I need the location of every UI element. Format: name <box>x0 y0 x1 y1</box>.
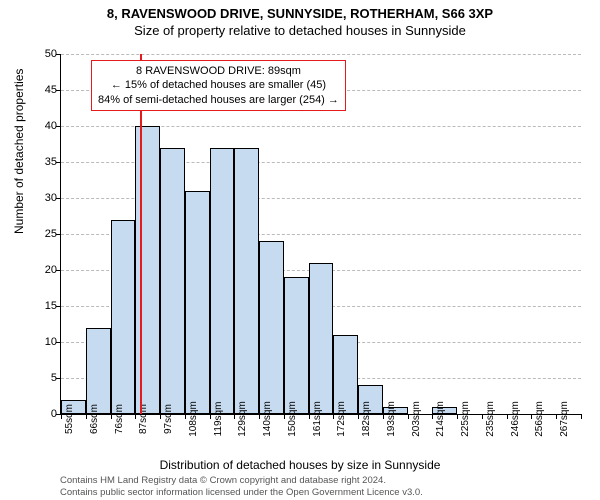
xtick-label: 150sqm <box>287 401 298 437</box>
histogram-bar <box>185 191 210 414</box>
xtick-mark <box>556 414 557 419</box>
info-box: 8 RAVENSWOOD DRIVE: 89sqm← 15% of detach… <box>91 60 346 111</box>
xtick-mark <box>185 414 186 419</box>
ytick-label: 50 <box>27 48 57 60</box>
xtick-mark <box>457 414 458 419</box>
y-axis-label: Number of detached properties <box>12 69 26 234</box>
xtick-label: 235sqm <box>485 401 496 437</box>
xtick-mark <box>531 414 532 419</box>
xtick-label: 129sqm <box>237 401 248 437</box>
gridline <box>61 54 581 55</box>
xtick-mark <box>383 414 384 419</box>
histogram-bar <box>86 328 111 414</box>
credit-line-1: Contains HM Land Registry data © Crown c… <box>60 475 423 486</box>
histogram-bar <box>284 277 309 414</box>
xtick-label: 214sqm <box>435 401 446 437</box>
xtick-label: 267sqm <box>559 401 570 437</box>
info-box-line: ← 15% of detached houses are smaller (45… <box>98 78 339 92</box>
chart-title-sub: Size of property relative to detached ho… <box>0 21 600 38</box>
xtick-mark <box>408 414 409 419</box>
xtick-label: 182sqm <box>361 401 372 437</box>
credits: Contains HM Land Registry data © Crown c… <box>60 475 423 498</box>
xtick-label: 172sqm <box>336 401 347 437</box>
xtick-label: 246sqm <box>510 401 521 437</box>
histogram-bar <box>111 220 136 414</box>
ytick-label: 5 <box>27 372 57 384</box>
xtick-label: 225sqm <box>460 401 471 437</box>
histogram-bar <box>160 148 185 414</box>
ytick-label: 45 <box>27 84 57 96</box>
info-box-line: 8 RAVENSWOOD DRIVE: 89sqm <box>98 64 339 78</box>
xtick-label: 193sqm <box>386 401 397 437</box>
xtick-mark <box>61 414 62 419</box>
xtick-mark <box>581 414 582 419</box>
xtick-mark <box>432 414 433 419</box>
histogram-bar <box>259 241 284 414</box>
ytick-label: 35 <box>27 156 57 168</box>
xtick-mark <box>284 414 285 419</box>
ytick-label: 30 <box>27 192 57 204</box>
histogram-bar <box>234 148 259 414</box>
xtick-mark <box>309 414 310 419</box>
xtick-mark <box>210 414 211 419</box>
credit-line-2: Contains public sector information licen… <box>60 487 423 498</box>
histogram-bar <box>210 148 235 414</box>
xtick-label: 76sqm <box>114 404 125 434</box>
xtick-label: 97sqm <box>163 404 174 434</box>
xtick-mark <box>259 414 260 419</box>
histogram-bar <box>309 263 334 414</box>
xtick-mark <box>482 414 483 419</box>
xtick-label: 55sqm <box>64 404 75 434</box>
info-box-line: 84% of semi-detached houses are larger (… <box>98 93 339 107</box>
ytick-label: 25 <box>27 228 57 240</box>
ytick-label: 10 <box>27 336 57 348</box>
xtick-label: 119sqm <box>213 402 224 437</box>
histogram-bar <box>135 126 160 414</box>
xtick-mark <box>507 414 508 419</box>
ytick-label: 20 <box>27 264 57 276</box>
xtick-mark <box>135 414 136 419</box>
plot-area: 0510152025303540455055sqm66sqm76sqm87sqm… <box>60 54 581 415</box>
xtick-label: 66sqm <box>89 404 100 434</box>
chart-area: 0510152025303540455055sqm66sqm76sqm87sqm… <box>60 54 580 414</box>
ytick-label: 0 <box>27 408 57 420</box>
xtick-label: 161sqm <box>312 401 323 437</box>
xtick-mark <box>333 414 334 419</box>
ytick-label: 40 <box>27 120 57 132</box>
xtick-mark <box>86 414 87 419</box>
xtick-label: 256sqm <box>534 401 545 437</box>
chart-title-main: 8, RAVENSWOOD DRIVE, SUNNYSIDE, ROTHERHA… <box>0 0 600 21</box>
ytick-label: 15 <box>27 300 57 312</box>
xtick-mark <box>358 414 359 419</box>
xtick-label: 140sqm <box>262 401 273 437</box>
xtick-label: 203sqm <box>411 401 422 437</box>
xtick-mark <box>111 414 112 419</box>
xtick-mark <box>234 414 235 419</box>
xtick-mark <box>160 414 161 419</box>
xtick-label: 108sqm <box>188 401 199 437</box>
x-axis-label: Distribution of detached houses by size … <box>0 458 600 472</box>
